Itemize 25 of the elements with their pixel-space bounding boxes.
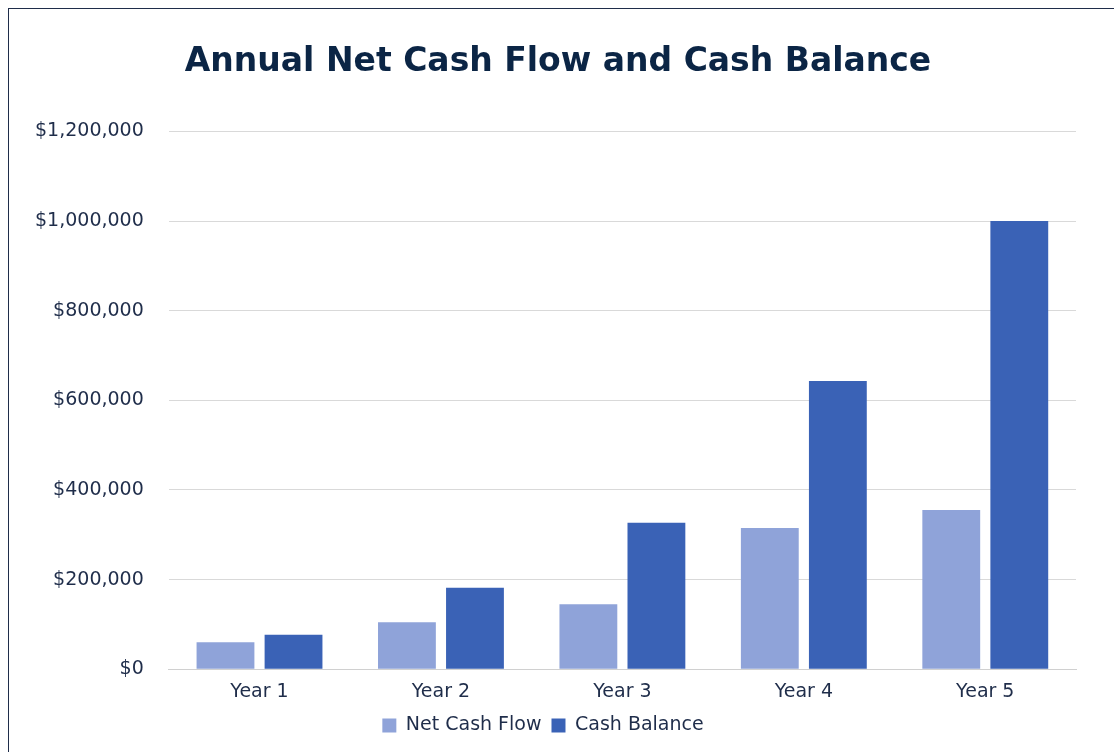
bar	[196, 642, 255, 669]
bar	[990, 221, 1049, 669]
bar	[264, 634, 323, 669]
bar	[446, 587, 504, 669]
y-tick-label: $400,000	[53, 476, 144, 499]
bar	[627, 522, 686, 669]
x-tick-label: Year 5	[955, 678, 1015, 701]
y-tick-label: $600,000	[53, 387, 144, 410]
chart-title: Annual Net Cash Flow and Cash Balance	[183, 40, 933, 79]
x-tick-label: Year 3	[592, 678, 652, 701]
x-tick-label: Year 4	[773, 678, 834, 701]
bar	[922, 510, 981, 669]
y-tick-label: $800,000	[53, 297, 144, 320]
legend-label: Net Cash Flow	[405, 712, 542, 735]
bar	[740, 528, 799, 669]
y-tick-label: $1,200,000	[34, 118, 144, 141]
y-tick-label: $200,000	[53, 566, 144, 589]
y-tick-label: $0	[119, 656, 144, 679]
bar	[378, 622, 436, 669]
bar	[559, 604, 618, 669]
x-tick-label: Year 1	[229, 678, 289, 701]
y-tick-label: $1,000,000	[34, 207, 144, 230]
legend-label: Cash Balance	[574, 712, 704, 735]
x-tick-label: Year 2	[410, 678, 471, 701]
bar	[808, 381, 867, 669]
